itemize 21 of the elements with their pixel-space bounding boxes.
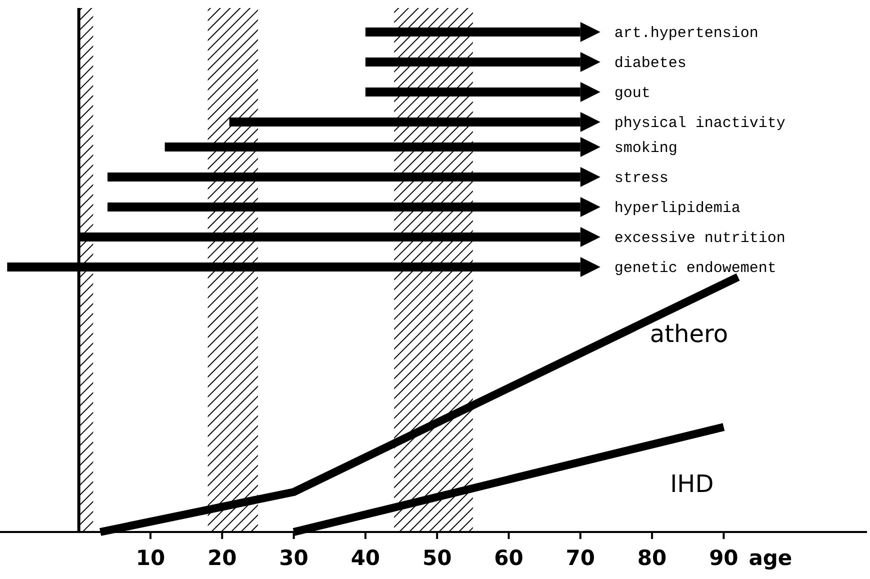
series-label: IHD — [670, 470, 714, 498]
legend-label: art.hypertension — [614, 25, 758, 42]
legend-label: stress — [614, 170, 668, 187]
legend-label: diabetes — [614, 55, 686, 72]
x-tick-label: 40 — [350, 546, 380, 570]
x-tick-label: 60 — [494, 546, 524, 570]
series-label: athero — [650, 320, 728, 348]
x-axis-title: age — [748, 546, 792, 570]
x-tick-label: 20 — [208, 546, 237, 570]
x-tick-label: 30 — [279, 546, 308, 570]
x-tick-label: 80 — [637, 546, 667, 570]
x-tick-label: 50 — [422, 546, 452, 570]
legend-label: excessive nutrition — [614, 230, 786, 247]
legend-label: genetic endowement — [614, 260, 776, 277]
legend-label: gout — [614, 85, 650, 102]
legend-label: hyperlipidemia — [614, 200, 740, 217]
x-tick-label: 90 — [709, 546, 738, 570]
legend-label: smoking — [614, 140, 678, 157]
legend-label: physical inactivity — [614, 115, 786, 132]
x-tick-label: 10 — [136, 546, 166, 570]
x-tick-label: 70 — [566, 546, 596, 570]
